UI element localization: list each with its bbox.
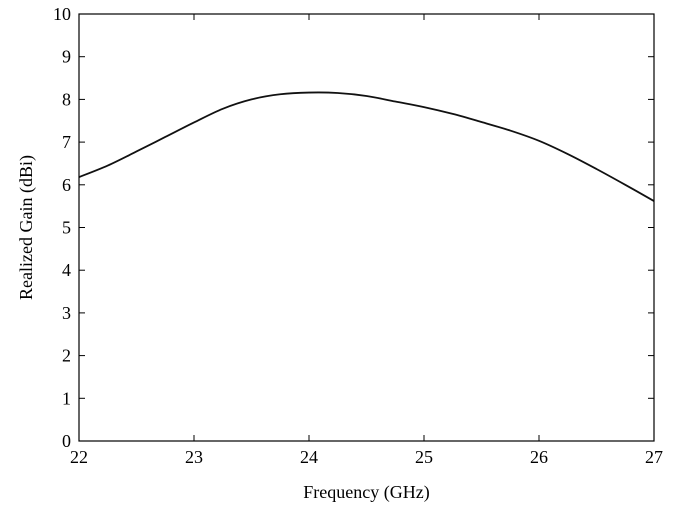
x-tick-label-26: 26 [530,447,548,467]
axis-ticks [78,13,655,442]
y-tick-label-5: 5 [62,218,71,238]
y-tick-label-8: 8 [62,89,71,109]
y-tick-label-3: 3 [62,303,71,323]
gain-series-line [78,91,655,202]
y-axis-label: Realized Gain (dBi) [16,155,37,300]
plot-frame [78,13,655,442]
y-tick-label-2: 2 [62,346,71,366]
x-tick-label-27: 27 [645,447,663,467]
x-tick-label-23: 23 [185,447,203,467]
x-tick-label-22: 22 [70,447,88,467]
y-tick-label-9: 9 [62,47,71,67]
y-tick-label-6: 6 [62,175,71,195]
y-tick-label-1: 1 [62,388,71,408]
y-tick-label-7: 7 [62,132,71,152]
y-tick-label-10: 10 [53,4,71,24]
series-layer [78,91,655,202]
y-tick-label-0: 0 [62,431,71,451]
x-axis-label: Frequency (GHz) [303,482,429,503]
y-tick-label-4: 4 [62,260,71,280]
x-tick-label-24: 24 [300,447,318,467]
x-tick-label-25: 25 [415,447,433,467]
